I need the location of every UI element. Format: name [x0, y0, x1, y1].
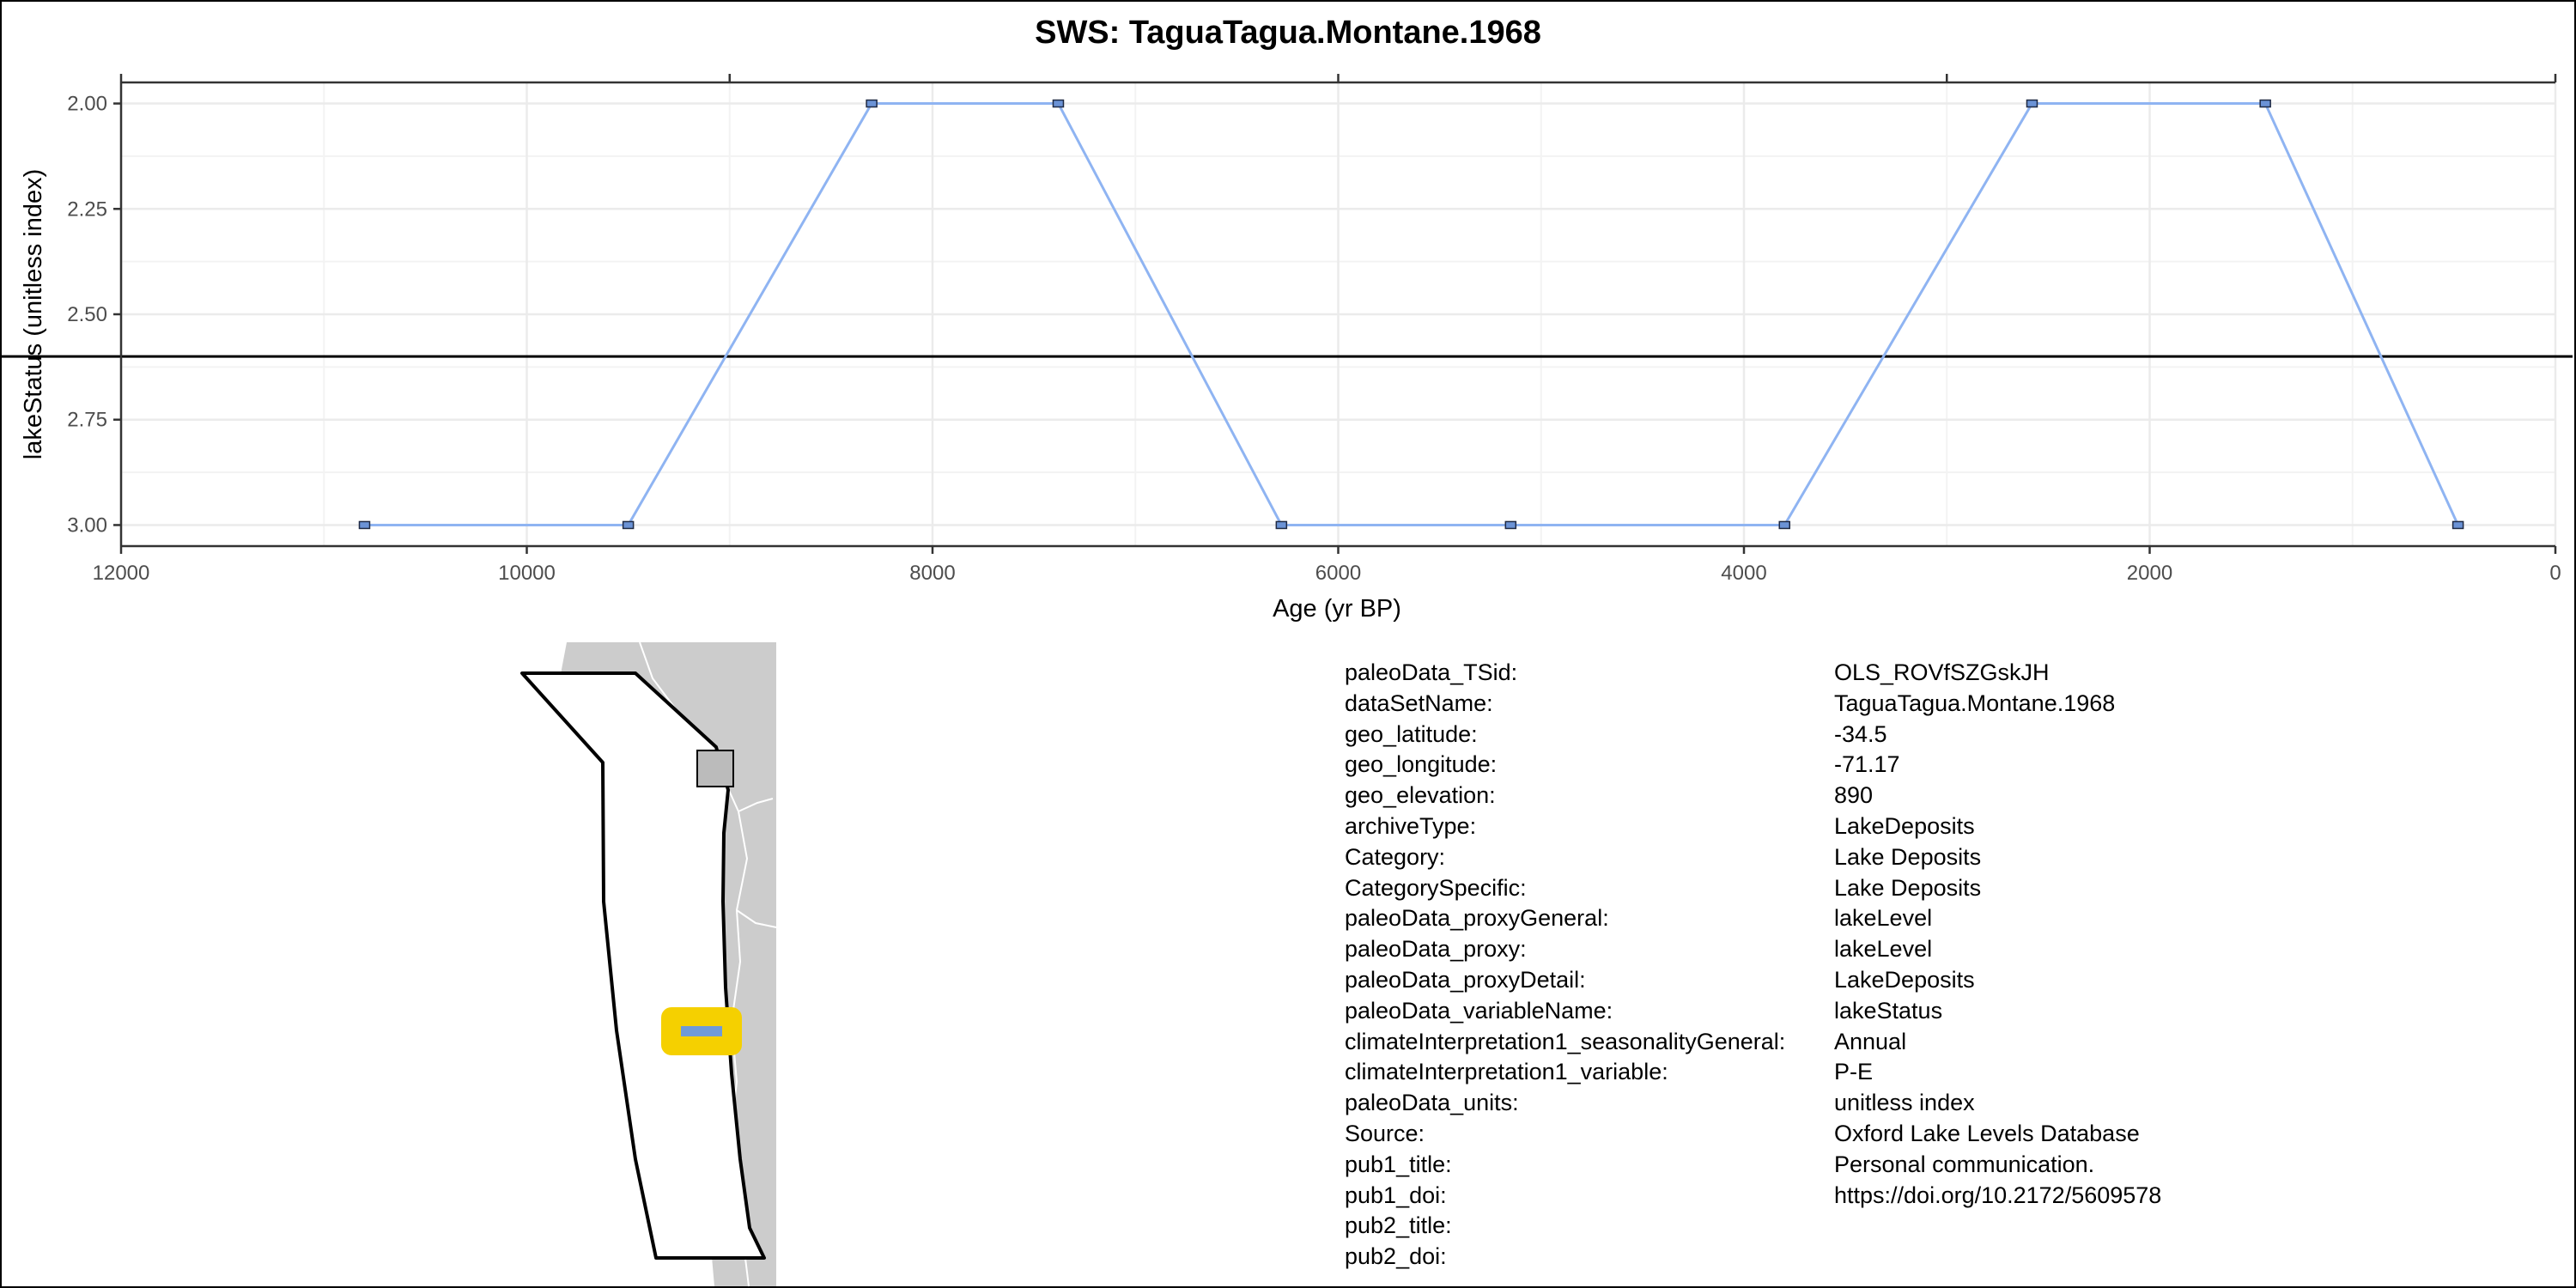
map-border-2: [738, 798, 774, 812]
metadata-key: pub1_title:: [1345, 1151, 1452, 1177]
metadata-key: pub2_title:: [1345, 1212, 1452, 1239]
metadata-row: paleoData_proxyGeneral: lakeLevel: [1345, 903, 2161, 934]
metadata-value: unitless index: [1834, 1090, 1975, 1116]
site-symbol: [681, 1026, 722, 1036]
metadata-row: paleoData_proxy: lakeLevel: [1345, 934, 2161, 965]
metadata-row: paleoData_units: unitless index: [1345, 1088, 2161, 1119]
x-axis-label: Age (yr BP): [1273, 595, 1401, 623]
data-point: [2026, 99, 2038, 108]
metadata-key: paleoData_proxyDetail:: [1345, 966, 1586, 993]
y-tick-label: 2.50: [67, 303, 107, 326]
data-point: [866, 99, 878, 108]
series-layer: [358, 99, 2464, 530]
axis-layer: 12000 10000 8000 6000 4000 2000 0 2.00 2.25 2.50 2…: [67, 74, 2561, 585]
metadata-value: Oxford Lake Levels Database: [1834, 1120, 2140, 1146]
metadata-key: Category:: [1345, 843, 1446, 870]
y-tick-label: 2.00: [67, 93, 107, 116]
metadata-key: Source:: [1345, 1120, 1425, 1146]
metadata-row: archiveType: LakeDeposits: [1345, 811, 2161, 842]
x-tick-label: 0: [2549, 562, 2561, 585]
metadata-row: paleoData_proxyDetail: LakeDeposits: [1345, 965, 2161, 996]
metadata-row: climateInterpretation1_variable: P-E: [1345, 1057, 2161, 1088]
data-point: [1275, 520, 1288, 530]
metadata-value: 890: [1834, 782, 1874, 809]
metadata-value: -34.5: [1834, 720, 1887, 747]
metadata-row: geo_elevation: 890: [1345, 781, 2161, 811]
chart-title: SWS: TaguaTagua.Montane.1968: [1035, 15, 1541, 51]
metadata-value: Lake Deposits: [1834, 843, 1982, 870]
metadata-key: geo_elevation:: [1345, 782, 1496, 809]
metadata-row: pub2_title:: [1345, 1211, 2161, 1242]
metadata-key: paleoData_units:: [1345, 1090, 1519, 1116]
metadata-value: Annual: [1834, 1028, 1907, 1054]
metadata-row: climateInterpretation1_seasonalityGenera…: [1345, 1027, 2161, 1058]
metadata-row: CategorySpecific: Lake Deposits: [1345, 873, 2161, 904]
metadata-row: pub1_doi: https://doi.org/10.2172/5609578: [1345, 1181, 2161, 1212]
data-point: [2451, 520, 2464, 530]
series-line: [364, 102, 2459, 526]
metadata-value: -71.17: [1834, 751, 1900, 778]
metadata-row: paleoData_variableName: lakeStatus: [1345, 996, 2161, 1027]
map-inset-box: [696, 750, 734, 787]
metadata-value: OLS_ROVfSZGskJH: [1834, 659, 2050, 685]
data-point: [1504, 520, 1517, 530]
metadata-key: pub2_doi:: [1345, 1243, 1447, 1270]
x-tick-label: 2000: [2127, 562, 2172, 585]
metadata-key: geo_longitude:: [1345, 751, 1498, 778]
data-point: [2259, 99, 2271, 108]
metadata-key: paleoData_proxy:: [1345, 936, 1527, 963]
metadata-value: lakeStatus: [1834, 997, 1943, 1024]
metadata-table: paleoData_TSid: OLS_ROVfSZGskJH dataSetNam…: [1345, 658, 2161, 1273]
x-tick-label: 8000: [909, 562, 955, 585]
metadata-value: TaguaTagua.Montane.1968: [1834, 690, 2116, 716]
metadata-value: lakeLevel: [1834, 936, 1933, 963]
x-tick-label: 6000: [1315, 562, 1361, 585]
data-point: [1778, 520, 1790, 530]
metadata-row: Source: Oxford Lake Levels Database: [1345, 1119, 2161, 1150]
metadata-key: dataSetName:: [1345, 690, 1493, 716]
metadata-value: https://doi.org/10.2172/5609578: [1834, 1182, 2162, 1208]
metadata-row: Category: Lake Deposits: [1345, 842, 2161, 873]
y-tick-label: 3.00: [67, 513, 107, 537]
x-tick-label: 4000: [1721, 562, 1766, 585]
y-tick-label: 2.75: [67, 409, 107, 432]
data-point: [1052, 99, 1065, 108]
metadata-key: paleoData_TSid:: [1345, 659, 1518, 685]
metadata-key: paleoData_variableName:: [1345, 997, 1613, 1024]
metadata-key: geo_latitude:: [1345, 720, 1478, 747]
metadata-value: [1834, 1211, 2161, 1242]
map-border-3: [736, 909, 777, 928]
metadata-key: pub1_doi:: [1345, 1182, 1447, 1208]
metadata-row: dataSetName: TaguaTagua.Montane.1968: [1345, 689, 2161, 720]
metadata-key: climateInterpretation1_variable:: [1345, 1059, 1668, 1085]
y-tick-label: 2.25: [67, 197, 107, 221]
data-point: [622, 520, 635, 530]
metadata-row: pub2_doi:: [1345, 1242, 2161, 1273]
metadata-value: Lake Deposits: [1834, 874, 1982, 901]
metadata-value: [1834, 1242, 2161, 1273]
metadata-row: pub1_title: Personal communication.: [1345, 1150, 2161, 1181]
metadata-key: paleoData_proxyGeneral:: [1345, 905, 1609, 932]
metadata-key: archiveType:: [1345, 812, 1477, 839]
metadata-value: LakeDeposits: [1834, 812, 1975, 839]
metadata-row: geo_latitude: -34.5: [1345, 720, 2161, 750]
metadata-row: paleoData_TSid: OLS_ROVfSZGskJH: [1345, 658, 2161, 689]
y-axis-label: lakeStatus (unitless index): [20, 169, 47, 460]
metadata-row: geo_longitude: -71.17: [1345, 750, 2161, 781]
metadata-value: Personal communication.: [1834, 1151, 2095, 1177]
metadata-key: CategorySpecific:: [1345, 874, 1527, 901]
data-point: [358, 520, 371, 530]
x-tick-label: 10000: [498, 562, 556, 585]
metadata-value: P-E: [1834, 1059, 1874, 1085]
metadata-value: LakeDeposits: [1834, 966, 1975, 993]
lake-status-chart: SWS: TaguaTagua.Montane.1968 12000 10000 8…: [2, 15, 2573, 623]
x-tick-label: 12000: [93, 562, 150, 585]
metadata-value: lakeLevel: [1834, 905, 1933, 932]
metadata-key: climateInterpretation1_seasonalityGenera…: [1345, 1028, 1786, 1054]
